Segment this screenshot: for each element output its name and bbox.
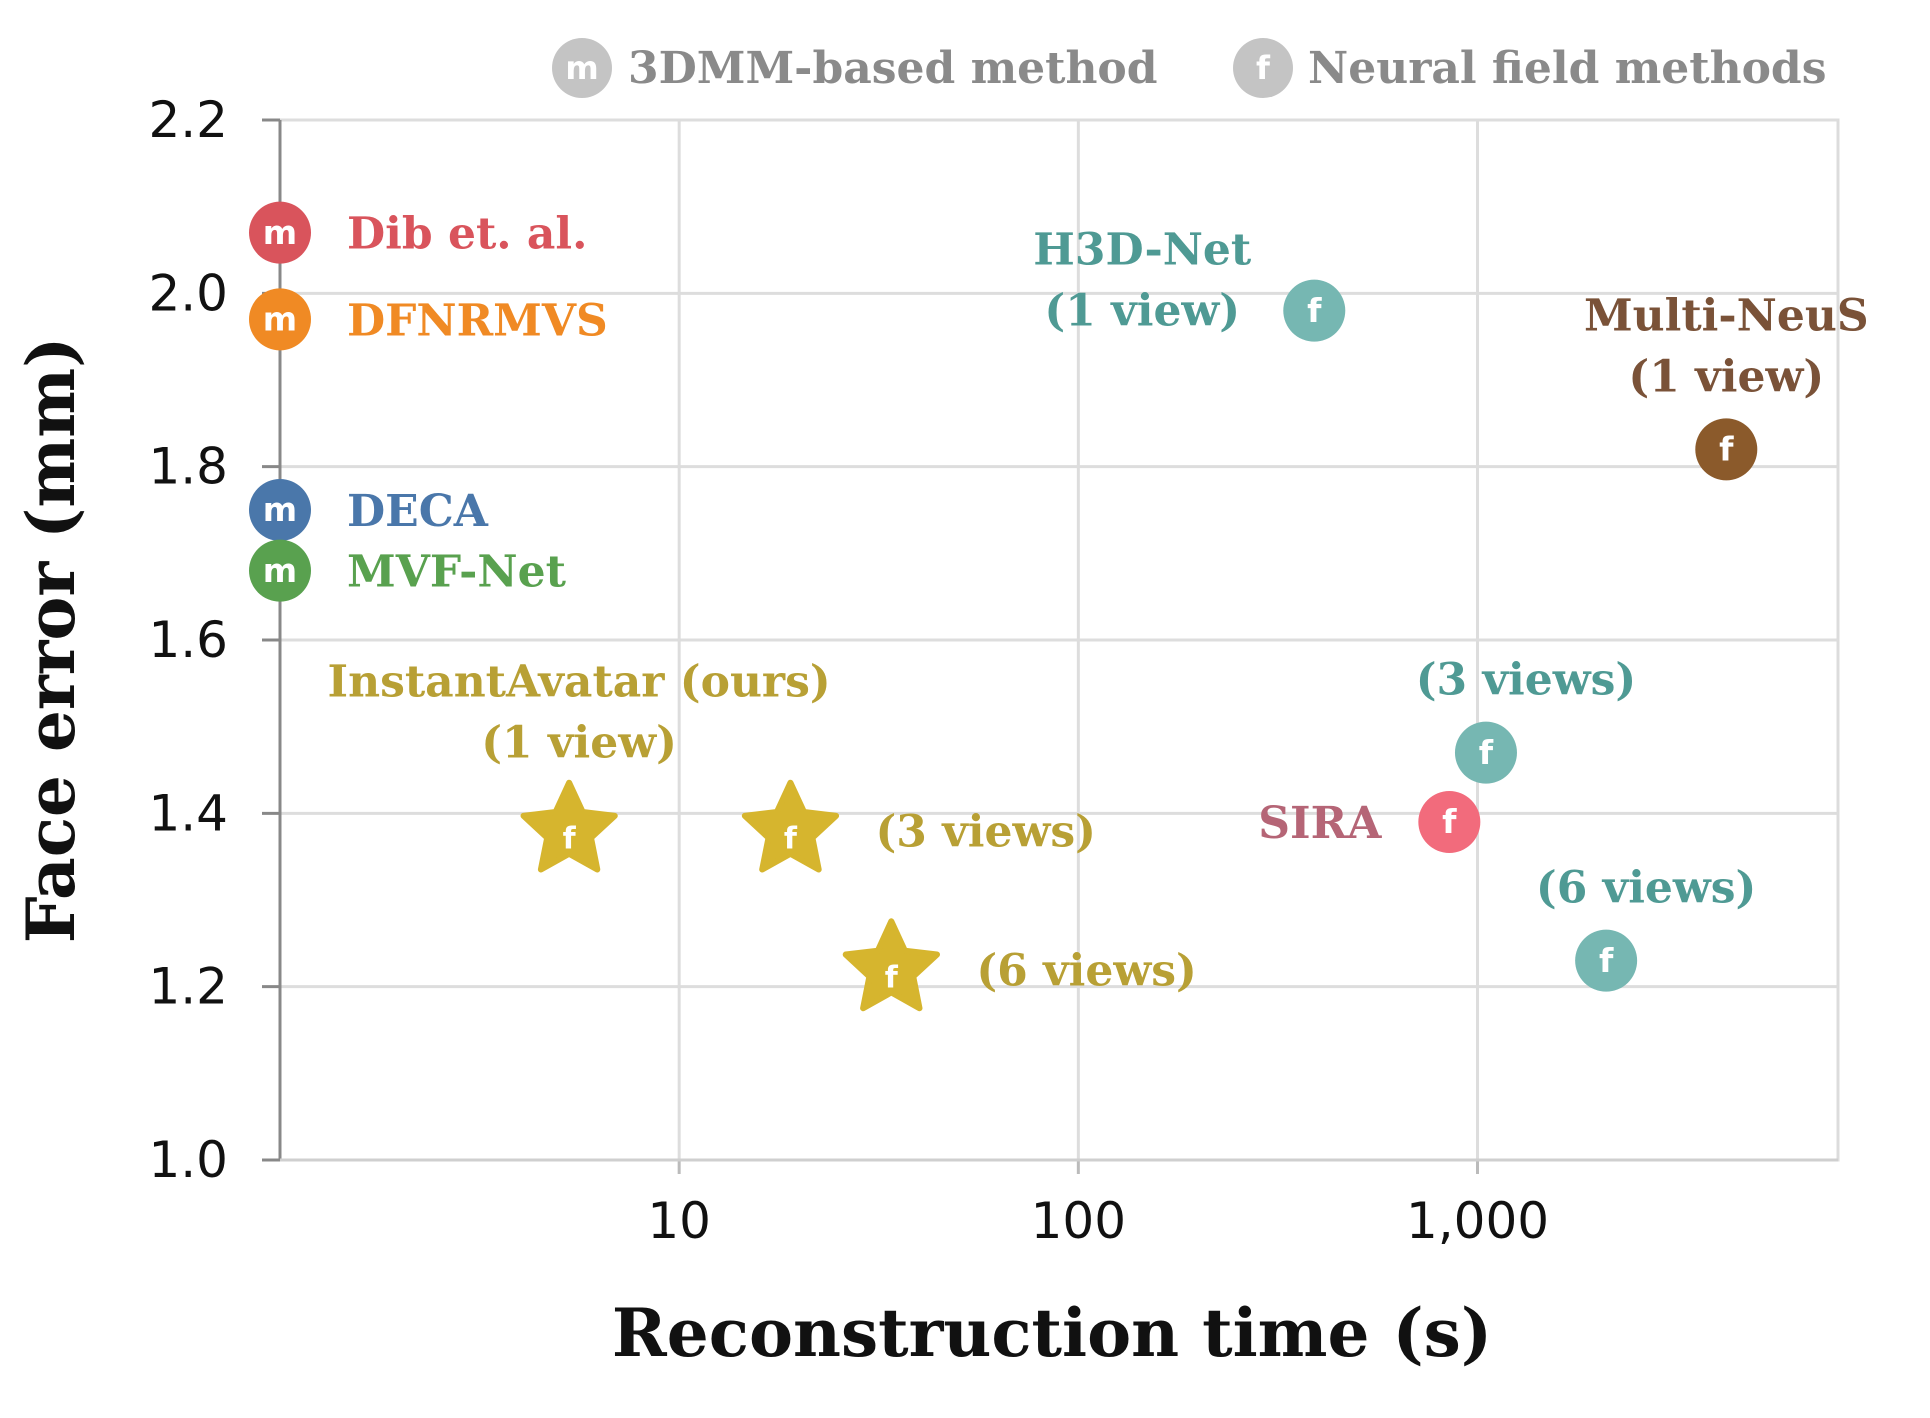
point-label-line: SIRA [1258, 798, 1382, 849]
h3d-net-point: f [1575, 929, 1638, 992]
f-glyph-icon: f [1479, 733, 1494, 772]
deca-point: m [249, 479, 311, 541]
grid [278, 118, 1840, 1162]
y-tick-label: 1.4 [148, 784, 228, 842]
marker-circle [249, 539, 311, 602]
legend-item: f Neural field methods [1233, 38, 1826, 98]
f-glyph-icon: f [885, 960, 899, 995]
x-tick-label: 100 [1031, 1192, 1126, 1250]
point-label-line: H3D-Net [1033, 225, 1252, 276]
marker-circle [1454, 721, 1517, 784]
marker-circle [1233, 38, 1293, 98]
instantavatar-ours-point: f [842, 918, 940, 1012]
f-glyph-icon: f [1599, 941, 1614, 980]
point-label-line: (3 views) [1416, 655, 1637, 706]
point-label-line: (6 views) [1536, 863, 1757, 914]
m-glyph-icon: m [263, 490, 297, 529]
f-glyph-icon: f [1307, 291, 1322, 330]
point-label: SIRA [1258, 798, 1382, 849]
f-glyph-icon: f [563, 822, 577, 857]
m-glyph-icon: m [263, 299, 297, 338]
y-tick-label: 2.0 [148, 264, 228, 322]
marker-circle [1418, 791, 1481, 853]
f-glyph-icon: f [784, 822, 798, 857]
legend-marker: m [552, 38, 612, 98]
point-label: (3 views) [1416, 655, 1637, 706]
point-labels: Dib et. al. DFNRMVS DECA MVF-Net H3D-Net (1 v… [328, 209, 1869, 997]
star-icon [741, 779, 840, 873]
point-label-line: (1 view) [1628, 351, 1824, 402]
instantavatar-ours-point: f [741, 779, 840, 873]
point-label-line: (1 view) [1044, 286, 1240, 337]
multi-neus-point: f [1695, 418, 1758, 481]
h3d-net-point: f [1283, 279, 1346, 342]
m-glyph-icon: m [263, 551, 297, 590]
legend-item: m 3DMM-based method [552, 38, 1158, 98]
y-tick-label: 1.0 [148, 1131, 228, 1189]
legend-label: Neural field methods [1308, 43, 1826, 94]
marker-circle [249, 201, 311, 264]
h3d-net-point: f [1454, 721, 1517, 784]
point-label: (6 views) [976, 945, 1196, 996]
axes: 1.0 1.2 1.4 1.6 1.8 2.0 2.2 10 100 1,000 Reconstru… [12, 91, 1838, 1372]
point-label: DFNRMVS [347, 295, 608, 346]
marker-circle [1283, 279, 1346, 342]
mvf-net-point: m [249, 539, 311, 602]
point-label: MVF-Net [347, 547, 567, 598]
point-label-line: (6 views) [976, 945, 1196, 996]
sira-point: f [1418, 791, 1481, 853]
f-glyph-icon: f [1719, 429, 1734, 468]
point-label-line: MVF-Net [347, 547, 567, 598]
point-label-line: (1 view) [481, 718, 677, 769]
y-tick-label: 1.6 [148, 611, 228, 669]
point-label-line: DECA [347, 486, 489, 537]
marker-circle [249, 479, 311, 541]
y-tick-label: 1.8 [148, 438, 228, 496]
point-label: H3D-Net (1 view) [1033, 225, 1252, 337]
point-label: (3 views) [875, 807, 1095, 858]
point-label-line: Multi-NeuS [1584, 290, 1869, 341]
point-label: Dib et. al. [347, 209, 587, 260]
point-label: InstantAvatar (ours) (1 view) [328, 657, 831, 769]
y-tick-label: 2.2 [148, 91, 228, 149]
x-tick-label: 10 [647, 1192, 711, 1250]
marker-circle [552, 38, 612, 98]
y-tick-label: 1.2 [148, 958, 228, 1016]
star-icon [520, 779, 618, 873]
m-glyph-icon: m [565, 49, 598, 87]
point-label: Multi-NeuS (1 view) [1584, 290, 1869, 402]
m-glyph-icon: m [263, 213, 297, 252]
f-glyph-icon: f [1442, 802, 1457, 841]
point-label-line: DFNRMVS [347, 295, 608, 346]
star-icon [842, 918, 940, 1012]
y-axis-title: Face error (mm) [12, 337, 90, 944]
x-axis-title: Reconstruction time (s) [612, 1294, 1492, 1372]
marker-circle [249, 288, 311, 351]
legend: m 3DMM-based method f Neural field methods [552, 38, 1826, 98]
dib-et-al-point: m [249, 201, 311, 264]
point-label-line: Dib et. al. [347, 209, 587, 260]
legend-label: 3DMM-based method [628, 43, 1158, 94]
f-glyph-icon: f [1256, 49, 1271, 87]
point-label: (6 views) [1536, 863, 1757, 914]
dfnrmvs-point: m [249, 288, 311, 351]
instantavatar-ours-point: f [520, 779, 618, 873]
point-label: DECA [347, 486, 489, 537]
x-tick-label: 1,000 [1406, 1192, 1549, 1250]
marker-circle [1575, 929, 1638, 992]
point-label-line: InstantAvatar (ours) [328, 657, 831, 708]
marker-circle [1695, 418, 1758, 481]
legend-marker: f [1233, 38, 1293, 98]
point-label-line: (3 views) [875, 807, 1095, 858]
